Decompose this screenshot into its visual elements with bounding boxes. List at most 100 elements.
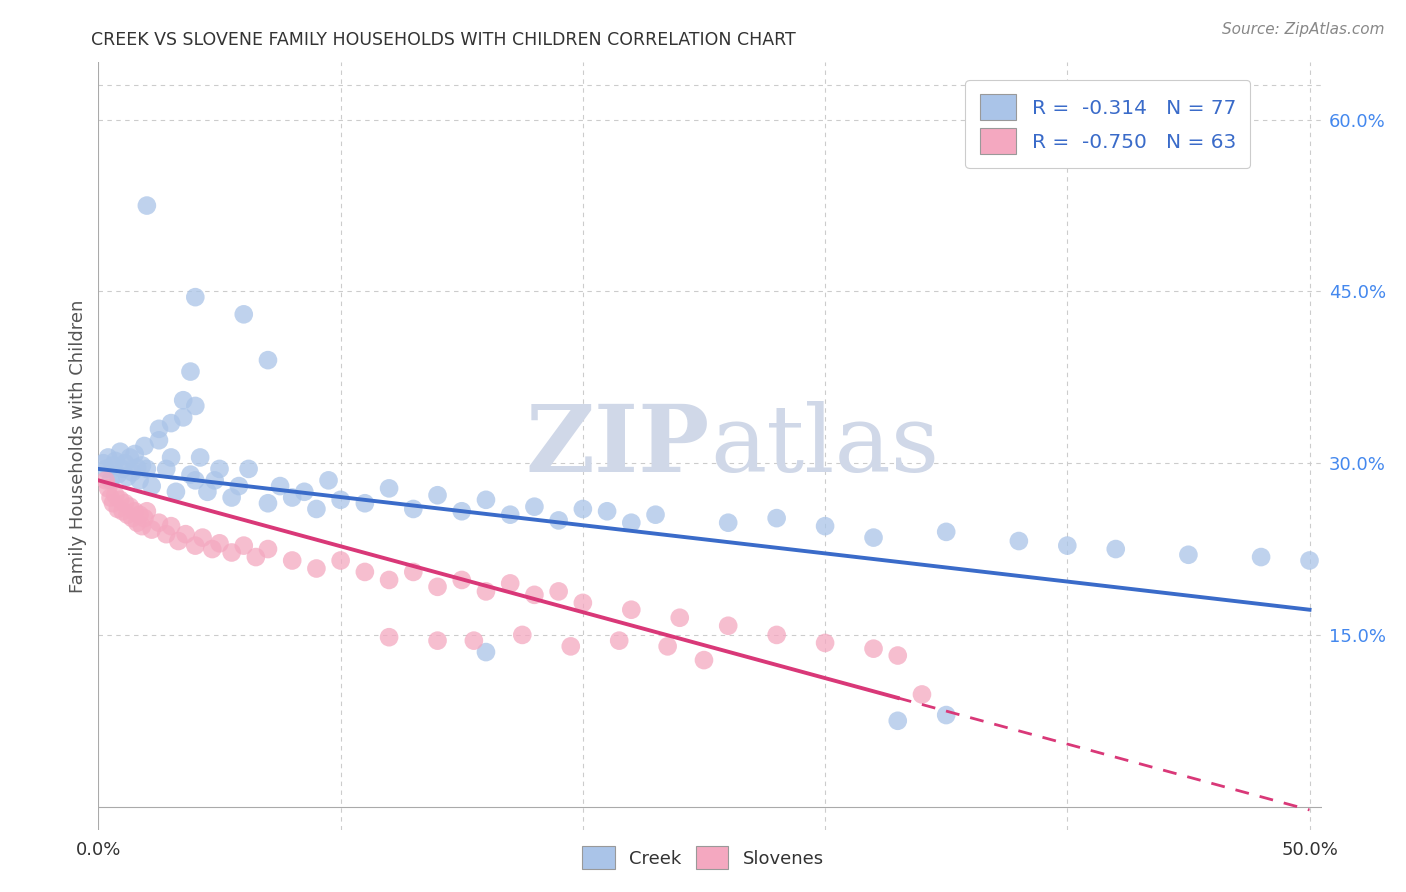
Point <box>131 519 153 533</box>
Point <box>114 456 136 470</box>
Point <box>257 496 280 510</box>
Point <box>160 519 183 533</box>
Point <box>134 439 156 453</box>
Point <box>101 496 124 510</box>
Point <box>329 553 352 567</box>
Point <box>100 474 122 488</box>
Point <box>887 648 910 663</box>
Point <box>572 502 595 516</box>
Point <box>354 496 377 510</box>
Point <box>188 450 211 465</box>
Point <box>523 588 546 602</box>
Point <box>204 474 226 488</box>
Point <box>717 516 740 530</box>
Point <box>1056 539 1078 553</box>
Point <box>179 467 201 482</box>
Point <box>257 542 280 557</box>
Point <box>238 462 260 476</box>
Point <box>148 516 170 530</box>
Point <box>208 462 231 476</box>
Point <box>305 502 328 516</box>
Point <box>121 511 143 525</box>
Point <box>644 508 666 522</box>
Point <box>160 416 183 430</box>
Text: Source: ZipAtlas.com: Source: ZipAtlas.com <box>1222 22 1385 37</box>
Point <box>463 633 485 648</box>
Point <box>165 484 187 499</box>
Point <box>292 484 315 499</box>
Point <box>281 553 304 567</box>
Point <box>668 611 690 625</box>
Point <box>201 542 224 557</box>
Point <box>245 550 267 565</box>
Point <box>135 504 157 518</box>
Point <box>499 508 522 522</box>
Point <box>911 688 934 702</box>
Point <box>657 640 679 654</box>
Point <box>94 474 117 488</box>
Point <box>124 447 146 461</box>
Point <box>179 365 201 379</box>
Point <box>118 500 141 514</box>
Point <box>117 508 139 522</box>
Legend: Creek, Slovenes: Creek, Slovenes <box>574 838 832 879</box>
Point <box>523 500 546 514</box>
Point <box>693 653 716 667</box>
Point <box>547 584 569 599</box>
Point <box>100 491 122 505</box>
Point <box>510 628 533 642</box>
Point <box>450 504 472 518</box>
Point <box>97 481 120 495</box>
Point <box>378 481 401 495</box>
Point <box>354 565 377 579</box>
Point <box>814 636 837 650</box>
Point <box>450 573 472 587</box>
Point <box>620 516 643 530</box>
Point <box>1008 534 1031 549</box>
Point <box>104 454 127 468</box>
Point <box>935 524 957 539</box>
Y-axis label: Family Households with Children: Family Households with Children <box>69 300 87 592</box>
Point <box>765 511 787 525</box>
Point <box>184 474 207 488</box>
Point <box>257 353 280 368</box>
Point <box>572 596 595 610</box>
Point <box>155 527 177 541</box>
Point <box>117 470 139 484</box>
Point <box>148 434 170 448</box>
Point <box>499 576 522 591</box>
Point <box>174 527 197 541</box>
Point <box>402 565 425 579</box>
Point <box>184 399 207 413</box>
Text: CREEK VS SLOVENE FAMILY HOUSEHOLDS WITH CHILDREN CORRELATION CHART: CREEK VS SLOVENE FAMILY HOUSEHOLDS WITH … <box>91 31 796 49</box>
Point <box>167 534 190 549</box>
Point <box>475 645 498 659</box>
Point <box>378 573 401 587</box>
Point <box>426 580 449 594</box>
Point <box>560 640 582 654</box>
Point <box>121 466 143 480</box>
Point <box>141 479 163 493</box>
Point <box>426 633 449 648</box>
Point <box>862 531 884 545</box>
Point <box>232 307 254 321</box>
Point <box>107 467 129 482</box>
Point <box>97 450 120 465</box>
Point <box>104 488 127 502</box>
Point <box>1177 548 1199 562</box>
Point <box>141 523 163 537</box>
Point <box>887 714 910 728</box>
Point <box>935 708 957 723</box>
Point <box>378 630 401 644</box>
Point <box>127 516 149 530</box>
Point <box>172 410 194 425</box>
Point <box>172 393 194 408</box>
Text: ZIP: ZIP <box>526 401 710 491</box>
Point <box>127 460 149 475</box>
Point <box>101 458 124 473</box>
Point <box>131 458 153 473</box>
Point <box>228 479 250 493</box>
Point <box>128 474 150 488</box>
Point <box>221 491 243 505</box>
Point <box>475 584 498 599</box>
